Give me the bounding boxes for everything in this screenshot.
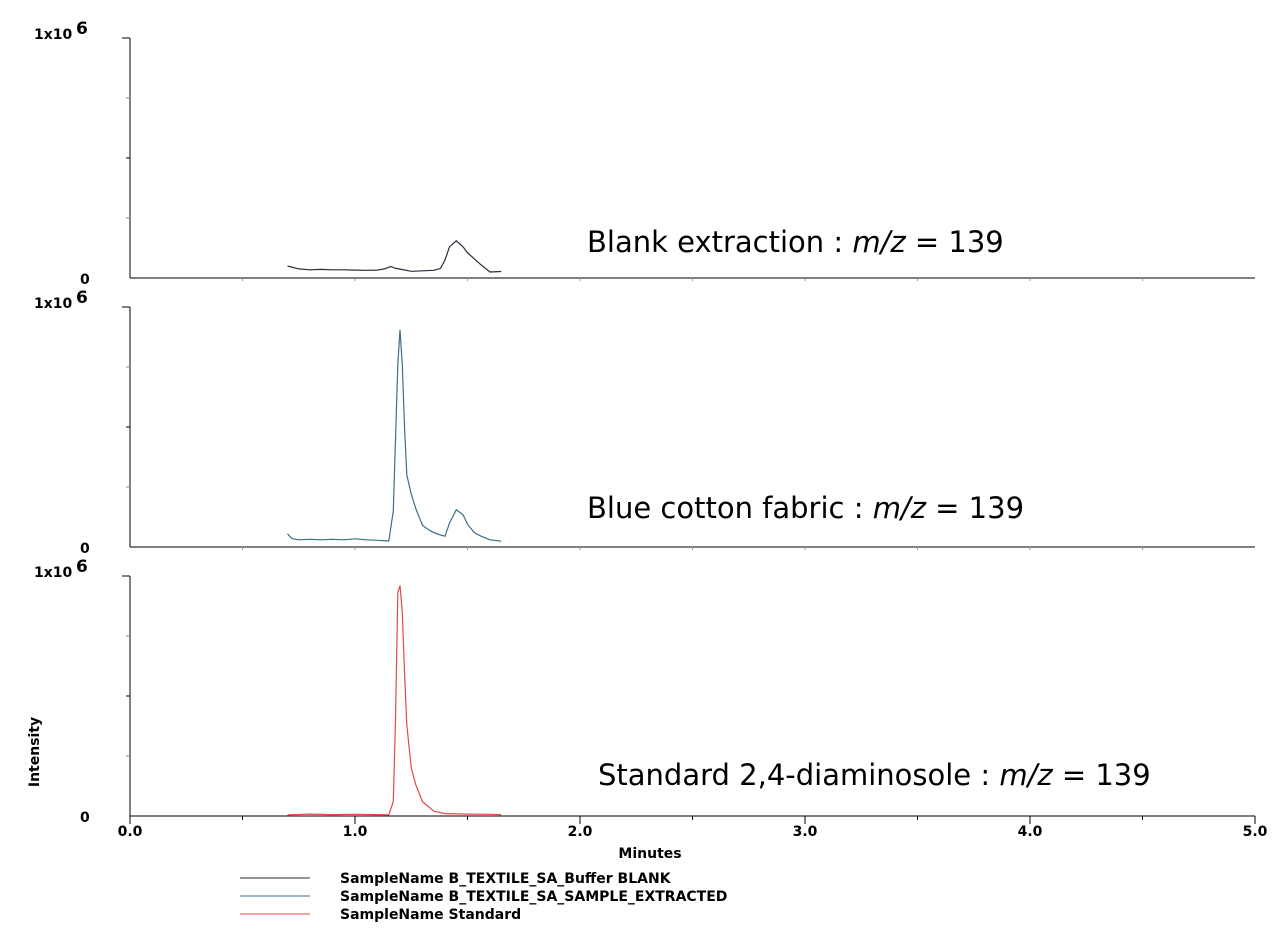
legend: SampleName B_TEXTILE_SA_Buffer BLANK Samp… bbox=[240, 871, 727, 923]
x-tick-label: 5.0 bbox=[1243, 824, 1268, 840]
y-tick-label-zero: 0 bbox=[80, 541, 90, 557]
annotation-text: Blank extraction : bbox=[587, 225, 852, 259]
y-tick-label-top: 1x10 bbox=[34, 27, 73, 43]
y-tick-label-zero: 0 bbox=[80, 810, 90, 826]
panel-annotation: Standard 2,4-diaminosole : m/z = 139 bbox=[598, 758, 1151, 792]
x-tick-label: 0.0 bbox=[118, 824, 143, 840]
x-tick-label: 4.0 bbox=[1018, 824, 1043, 840]
panel-annotation: Blank extraction : m/z = 139 bbox=[587, 225, 1004, 259]
series-trace-2 bbox=[287, 329, 502, 542]
y-tick-label-zero: 0 bbox=[80, 272, 90, 288]
legend-label: SampleName B_TEXTILE_SA_SAMPLE_EXTRACTED bbox=[340, 889, 727, 905]
annotation-mz: m/z bbox=[852, 225, 906, 259]
annotation-value: = 139 bbox=[906, 225, 1004, 259]
y-tick-label-top: 1x10 bbox=[34, 296, 73, 312]
y-axis-title: Intensity bbox=[27, 717, 43, 787]
panel-annotation: Blue cotton fabric : m/z = 139 bbox=[587, 491, 1024, 525]
annotation-value: = 139 bbox=[1053, 758, 1151, 792]
x-axis-title: Minutes bbox=[618, 846, 681, 862]
series-trace-3 bbox=[287, 585, 502, 816]
y-tick-label-exponent: 6 bbox=[76, 288, 88, 308]
annotation-text: Blue cotton fabric : bbox=[587, 491, 873, 525]
legend-label: SampleName B_TEXTILE_SA_Buffer BLANK bbox=[340, 871, 672, 887]
series-trace-1 bbox=[287, 239, 502, 273]
x-axis: 0.0 1.0 2.0 3.0 4.0 5.0 bbox=[118, 278, 1268, 840]
panel-1: 1x10 6 0 Blank extraction : m/z = 139 bbox=[34, 19, 1255, 288]
panel-3: 1x10 6 0 Standard 2,4-diaminosole : m/z = 1… bbox=[34, 557, 1255, 826]
annotation-text: Standard 2,4-diaminosole : bbox=[598, 758, 999, 792]
annotation-mz: m/z bbox=[873, 491, 927, 525]
y-tick-label-exponent: 6 bbox=[76, 557, 88, 577]
legend-label: SampleName Standard bbox=[340, 907, 521, 923]
annotation-mz: m/z bbox=[999, 758, 1053, 792]
y-tick-label-top: 1x10 bbox=[34, 565, 73, 581]
panel-2: 1x10 6 0 Blue cotton fabric : m/z = 139 bbox=[34, 288, 1255, 557]
x-tick-label: 3.0 bbox=[793, 824, 818, 840]
x-tick-label: 1.0 bbox=[343, 824, 368, 840]
y-tick-label-exponent: 6 bbox=[76, 19, 88, 39]
annotation-value: = 139 bbox=[926, 491, 1024, 525]
x-tick-label: 2.0 bbox=[568, 824, 593, 840]
